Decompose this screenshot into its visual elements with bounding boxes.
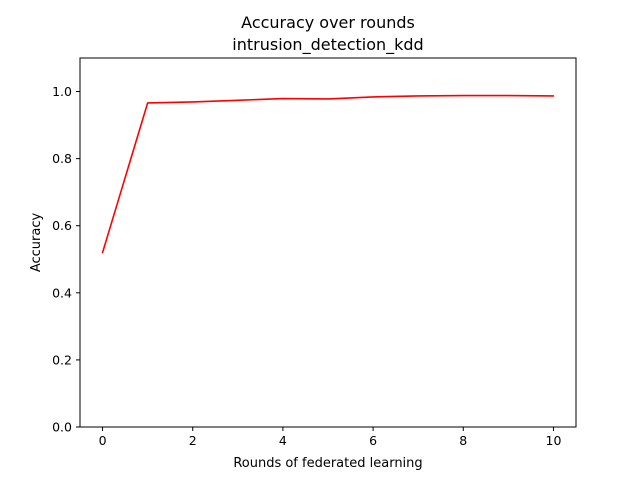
x-axis-label: Rounds of federated learning bbox=[233, 456, 422, 471]
y-tick-label: 0.6 bbox=[52, 218, 72, 233]
chart-subtitle: intrusion_detection_kdd bbox=[232, 35, 423, 55]
x-tick-label: 2 bbox=[189, 433, 197, 448]
y-axis-label: Accuracy bbox=[29, 213, 44, 273]
axis-ticks: 0 2 4 6 8 10 0.0 0.2 0.4 0.6 0.8 1.0 bbox=[52, 84, 561, 448]
y-tick-label: 0.4 bbox=[52, 285, 72, 300]
y-tick-label: 1.0 bbox=[52, 84, 72, 99]
x-tick-label: 8 bbox=[459, 433, 467, 448]
y-tick-label: 0.8 bbox=[52, 151, 72, 166]
plot-area-frame bbox=[79, 57, 577, 428]
y-tick-label: 0.0 bbox=[52, 420, 72, 435]
series-layer bbox=[101, 94, 555, 254]
x-tick-label: 4 bbox=[279, 433, 287, 448]
chart-title: Accuracy over rounds bbox=[241, 13, 415, 32]
x-tick-label: 6 bbox=[369, 433, 377, 448]
x-tick-label: 10 bbox=[546, 433, 562, 448]
series-line-0 bbox=[101, 94, 555, 254]
y-tick-label: 0.2 bbox=[52, 352, 72, 367]
x-tick-label: 0 bbox=[99, 433, 107, 448]
